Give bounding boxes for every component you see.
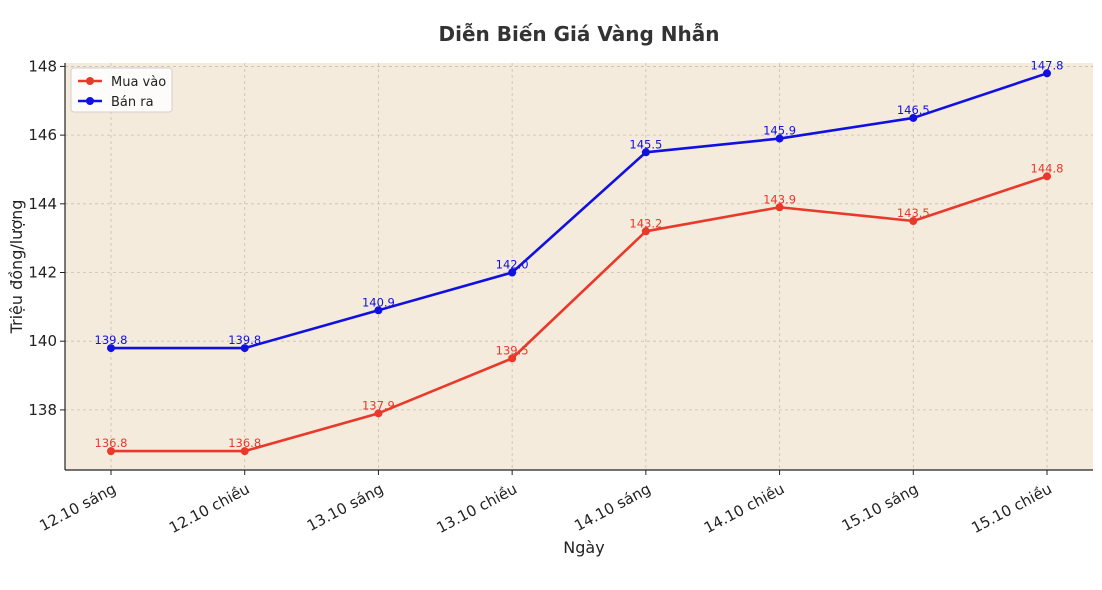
x-tick-label: 13.10 sáng <box>304 480 386 535</box>
y-axis-label: Triệu đồng/lượng <box>7 200 26 335</box>
data-label: 144.8 <box>1031 161 1064 175</box>
x-tick-label: 15.10 chiều <box>968 480 1054 537</box>
data-point <box>775 203 784 212</box>
data-label: 145.9 <box>763 124 796 138</box>
data-label: 139.5 <box>496 343 529 357</box>
y-tick-label: 140 <box>28 332 57 350</box>
data-label: 143.5 <box>897 206 930 220</box>
data-label: 140.9 <box>362 295 395 309</box>
y-tick-label: 148 <box>28 57 57 75</box>
chart-title: Diễn Biến Giá Vàng Nhẫn <box>438 22 720 46</box>
data-label: 139.8 <box>95 333 128 347</box>
data-point <box>508 268 517 277</box>
x-tick-label: 14.10 chiều <box>701 480 787 537</box>
data-point <box>374 306 383 315</box>
legend-marker <box>86 77 94 85</box>
data-label: 142.0 <box>496 258 529 272</box>
y-tick-label: 138 <box>28 401 57 419</box>
plot-area <box>65 63 1093 470</box>
series-line <box>111 175 1048 453</box>
series-ban-ra: 139.8 139.8 140.9 142.0 145.5 145.9 146.5 147.8 <box>95 58 1064 353</box>
data-point <box>374 409 383 418</box>
data-label: 146.5 <box>897 103 930 117</box>
data-point <box>240 447 249 456</box>
x-tick-label: 14.10 sáng <box>571 480 653 535</box>
data-point <box>641 148 650 157</box>
data-point <box>1043 172 1051 181</box>
legend-marker <box>86 97 94 105</box>
data-label: 136.8 <box>228 436 261 450</box>
data-point <box>909 216 918 225</box>
data-point <box>1043 69 1051 78</box>
data-point <box>240 344 249 353</box>
legend-label: Bán ra <box>111 95 154 110</box>
data-point <box>909 113 918 122</box>
y-tick-label: 142 <box>28 264 57 282</box>
grid <box>65 63 1093 470</box>
y-tick-label: 146 <box>28 126 57 144</box>
x-axis-label: Ngày <box>563 538 604 557</box>
x-tick-label: 13.10 chiều <box>434 480 520 537</box>
data-label: 145.5 <box>629 137 662 151</box>
series-layer: 136.8 136.8 137.9 139.5 143.2 143.9 143.5 144.8… <box>95 58 1064 456</box>
data-point <box>775 134 784 143</box>
data-point <box>107 447 115 456</box>
data-point <box>508 354 517 363</box>
x-tick-label: 15.10 sáng <box>839 480 921 535</box>
data-point <box>107 344 115 353</box>
y-tick-label: 144 <box>28 195 57 213</box>
series-mua-vao: 136.8 136.8 137.9 139.5 143.2 143.9 143.5 144.8 <box>95 161 1064 456</box>
legend-label: Mua vào <box>111 75 166 90</box>
data-point <box>641 227 650 236</box>
series-line <box>111 72 1048 350</box>
data-label: 139.8 <box>228 333 261 347</box>
data-label: 143.2 <box>629 216 662 230</box>
x-tick-label: 12.10 sáng <box>36 480 118 535</box>
data-label: 137.9 <box>362 398 395 412</box>
x-tick-label: 12.10 chiều <box>166 480 252 537</box>
legend: Mua vào Bán ra <box>70 67 173 113</box>
data-label: 147.8 <box>1031 58 1064 72</box>
data-label: 143.9 <box>763 192 796 206</box>
data-label: 136.8 <box>95 436 128 450</box>
